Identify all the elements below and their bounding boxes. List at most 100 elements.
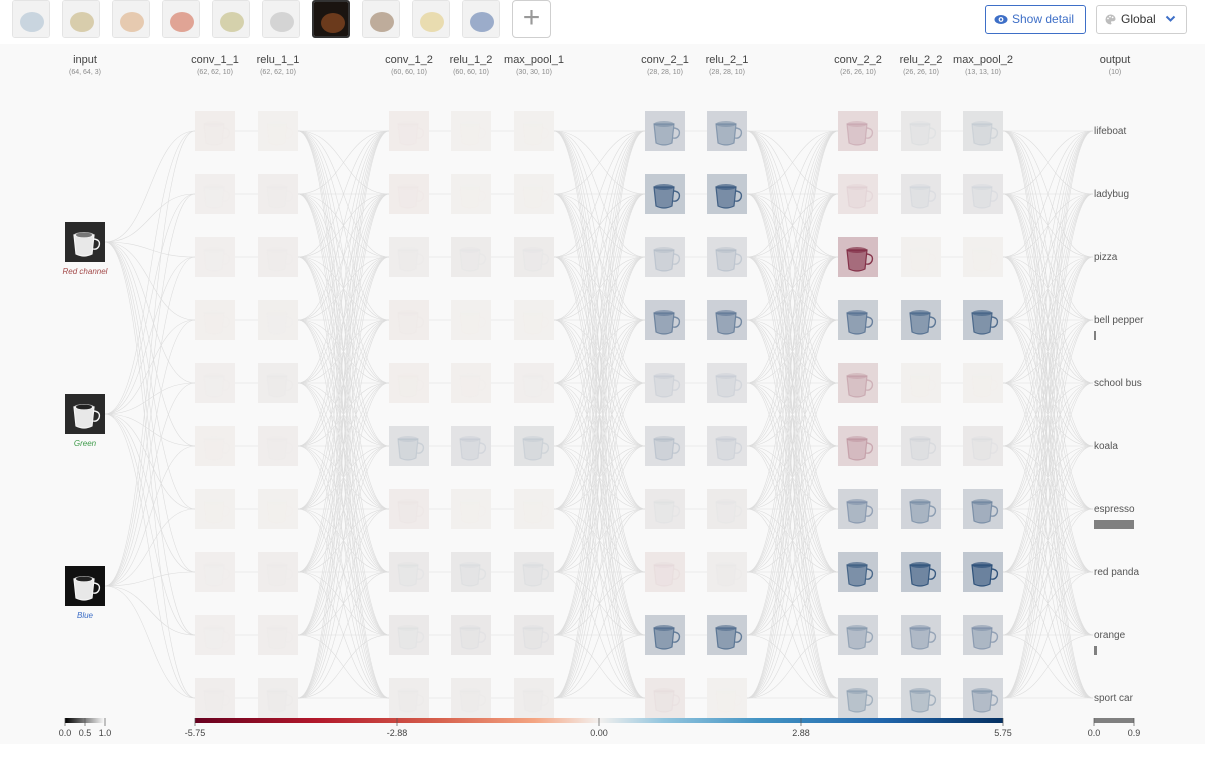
red-panda-thumbnail[interactable] xyxy=(362,0,400,38)
school-bus-thumbnail[interactable] xyxy=(212,0,250,38)
feature-map[interactable] xyxy=(901,489,941,529)
add-image-button[interactable]: + xyxy=(512,0,551,38)
feature-map[interactable] xyxy=(514,111,554,151)
bell-pepper-thumbnail[interactable] xyxy=(162,0,200,38)
feature-map[interactable] xyxy=(195,111,235,151)
feature-map[interactable] xyxy=(963,615,1003,655)
feature-map[interactable] xyxy=(838,300,878,340)
feature-map[interactable] xyxy=(901,426,941,466)
feature-map[interactable] xyxy=(258,300,298,340)
feature-map[interactable] xyxy=(901,363,941,403)
feature-map[interactable] xyxy=(389,111,429,151)
feature-map[interactable] xyxy=(451,426,491,466)
feature-map[interactable] xyxy=(707,300,747,340)
feature-map[interactable] xyxy=(901,552,941,592)
feature-map[interactable] xyxy=(963,363,1003,403)
feature-map[interactable] xyxy=(901,111,941,151)
feature-map[interactable] xyxy=(963,489,1003,529)
feature-map[interactable] xyxy=(645,678,685,718)
feature-map[interactable] xyxy=(451,300,491,340)
feature-map[interactable] xyxy=(389,426,429,466)
feature-map[interactable] xyxy=(389,237,429,277)
feature-map[interactable] xyxy=(514,174,554,214)
feature-map[interactable] xyxy=(514,363,554,403)
feature-map[interactable] xyxy=(258,363,298,403)
feature-map[interactable] xyxy=(645,615,685,655)
feature-map[interactable] xyxy=(451,237,491,277)
feature-map[interactable] xyxy=(838,615,878,655)
feature-map[interactable] xyxy=(514,552,554,592)
feature-map[interactable] xyxy=(901,237,941,277)
feature-map[interactable] xyxy=(707,678,747,718)
feature-map[interactable] xyxy=(195,237,235,277)
feature-map[interactable] xyxy=(838,237,878,277)
feature-map[interactable] xyxy=(258,237,298,277)
orange-thumbnail[interactable] xyxy=(412,0,450,38)
global-scale-dropdown[interactable]: Global xyxy=(1096,5,1187,34)
feature-map[interactable] xyxy=(258,678,298,718)
feature-map[interactable] xyxy=(389,300,429,340)
input-channel-green[interactable] xyxy=(65,394,105,434)
feature-map[interactable] xyxy=(451,552,491,592)
feature-map[interactable] xyxy=(258,111,298,151)
feature-map[interactable] xyxy=(514,489,554,529)
feature-map[interactable] xyxy=(389,489,429,529)
feature-map[interactable] xyxy=(963,300,1003,340)
feature-map[interactable] xyxy=(901,678,941,718)
feature-map[interactable] xyxy=(901,615,941,655)
feature-map[interactable] xyxy=(963,174,1003,214)
feature-map[interactable] xyxy=(707,552,747,592)
feature-map[interactable] xyxy=(451,615,491,655)
feature-map[interactable] xyxy=(258,174,298,214)
feature-map[interactable] xyxy=(195,174,235,214)
feature-map[interactable] xyxy=(195,426,235,466)
feature-map[interactable] xyxy=(389,552,429,592)
koala-thumbnail[interactable] xyxy=(262,0,300,38)
feature-map[interactable] xyxy=(514,426,554,466)
input-channel-red[interactable] xyxy=(65,222,105,262)
input-channel-blue[interactable] xyxy=(65,566,105,606)
feature-map[interactable] xyxy=(963,237,1003,277)
feature-map[interactable] xyxy=(514,678,554,718)
feature-map[interactable] xyxy=(451,111,491,151)
feature-map[interactable] xyxy=(645,426,685,466)
feature-map[interactable] xyxy=(838,678,878,718)
feature-map[interactable] xyxy=(389,678,429,718)
feature-map[interactable] xyxy=(707,174,747,214)
feature-map[interactable] xyxy=(645,300,685,340)
feature-map[interactable] xyxy=(451,174,491,214)
feature-map[interactable] xyxy=(838,426,878,466)
pizza-thumbnail[interactable] xyxy=(112,0,150,38)
feature-map[interactable] xyxy=(645,489,685,529)
feature-map[interactable] xyxy=(963,552,1003,592)
feature-map[interactable] xyxy=(389,174,429,214)
feature-map[interactable] xyxy=(258,552,298,592)
feature-map[interactable] xyxy=(389,615,429,655)
feature-map[interactable] xyxy=(258,615,298,655)
feature-map[interactable] xyxy=(195,489,235,529)
feature-map[interactable] xyxy=(963,426,1003,466)
feature-map[interactable] xyxy=(451,489,491,529)
feature-map[interactable] xyxy=(195,363,235,403)
feature-map[interactable] xyxy=(645,552,685,592)
feature-map[interactable] xyxy=(451,678,491,718)
show-detail-button[interactable]: Show detail xyxy=(985,5,1086,34)
feature-map[interactable] xyxy=(838,363,878,403)
feature-map[interactable] xyxy=(645,174,685,214)
feature-map[interactable] xyxy=(838,552,878,592)
espresso-thumbnail[interactable] xyxy=(312,0,350,38)
feature-map[interactable] xyxy=(645,111,685,151)
feature-map[interactable] xyxy=(838,174,878,214)
feature-map[interactable] xyxy=(707,237,747,277)
feature-map[interactable] xyxy=(838,111,878,151)
feature-map[interactable] xyxy=(451,363,491,403)
sport-car-thumbnail[interactable] xyxy=(462,0,500,38)
ladybug-thumbnail[interactable] xyxy=(62,0,100,38)
feature-map[interactable] xyxy=(707,363,747,403)
feature-map[interactable] xyxy=(707,489,747,529)
feature-map[interactable] xyxy=(707,426,747,466)
feature-map[interactable] xyxy=(195,678,235,718)
lifeboat-thumbnail[interactable] xyxy=(12,0,50,38)
feature-map[interactable] xyxy=(707,615,747,655)
feature-map[interactable] xyxy=(258,489,298,529)
